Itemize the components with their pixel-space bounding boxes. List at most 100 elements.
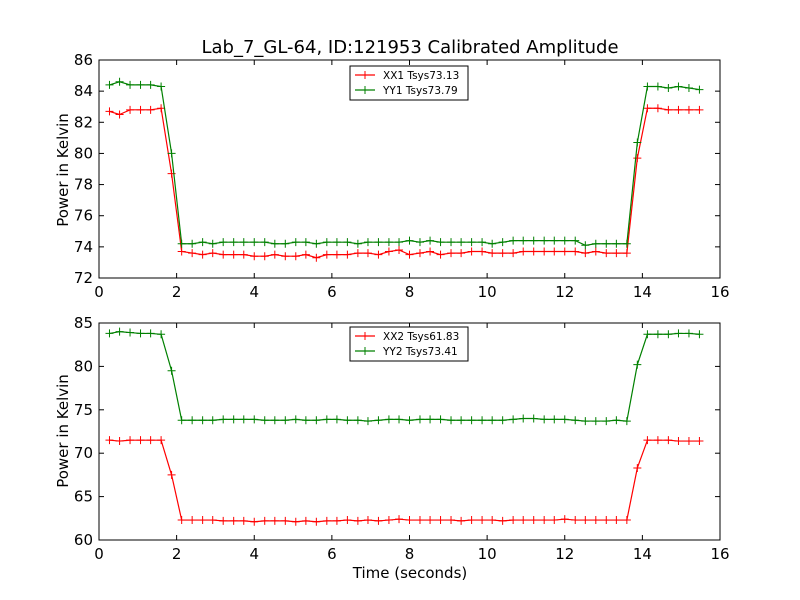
data-point bbox=[674, 437, 683, 446]
data-point bbox=[312, 253, 321, 262]
data-point bbox=[281, 516, 290, 525]
x-tick-label: 2 bbox=[172, 545, 182, 563]
data-point bbox=[353, 249, 362, 258]
data-point bbox=[571, 416, 580, 425]
data-point bbox=[219, 415, 228, 424]
data-point bbox=[498, 238, 507, 247]
legend-box bbox=[349, 326, 469, 362]
legend-marker bbox=[361, 86, 369, 94]
x-tick-label: 6 bbox=[327, 545, 337, 563]
data-point bbox=[126, 328, 135, 337]
data-point bbox=[695, 85, 704, 94]
y-tick-label: 78 bbox=[74, 176, 93, 194]
data-point bbox=[219, 238, 228, 247]
data-point bbox=[612, 416, 621, 425]
data-point bbox=[643, 82, 652, 91]
data-point bbox=[591, 239, 600, 248]
data-point bbox=[239, 238, 248, 247]
data-point bbox=[633, 360, 642, 369]
x-tick-label: 14 bbox=[633, 283, 652, 301]
data-point bbox=[664, 84, 673, 93]
data-point bbox=[643, 330, 652, 339]
data-point bbox=[374, 250, 383, 259]
data-point bbox=[571, 247, 580, 256]
data-point bbox=[529, 414, 538, 423]
data-point bbox=[198, 416, 207, 425]
x-tick-label: 16 bbox=[710, 545, 729, 563]
data-point bbox=[602, 417, 611, 426]
data-point bbox=[591, 247, 600, 256]
data-point bbox=[436, 415, 445, 424]
series-line bbox=[109, 439, 700, 523]
data-point bbox=[509, 236, 518, 245]
data-point bbox=[229, 250, 238, 259]
data-point bbox=[405, 250, 414, 259]
data-point bbox=[219, 250, 228, 259]
data-point bbox=[550, 415, 559, 424]
data-point bbox=[229, 415, 238, 424]
data-point bbox=[426, 236, 435, 245]
data-point bbox=[488, 249, 497, 258]
data-point bbox=[105, 107, 114, 116]
data-point bbox=[281, 239, 290, 248]
data-point bbox=[177, 239, 186, 248]
data-point bbox=[529, 247, 538, 256]
data-point bbox=[363, 417, 372, 426]
data-point bbox=[447, 249, 456, 258]
data-point bbox=[560, 515, 569, 524]
data-point bbox=[301, 238, 310, 247]
data-point bbox=[426, 516, 435, 525]
data-point bbox=[436, 516, 445, 525]
data-point bbox=[581, 516, 590, 525]
x-tick-label: 0 bbox=[94, 545, 104, 563]
data-point bbox=[301, 250, 310, 259]
data-point bbox=[105, 329, 114, 338]
data-point bbox=[146, 80, 155, 89]
data-point bbox=[622, 239, 631, 248]
data-point bbox=[612, 249, 621, 258]
data-point bbox=[436, 238, 445, 247]
data-point bbox=[478, 247, 487, 256]
y-tick-label: 76 bbox=[74, 207, 93, 225]
data-point bbox=[105, 436, 114, 445]
data-point bbox=[177, 416, 186, 425]
data-point bbox=[540, 415, 549, 424]
data-point bbox=[664, 105, 673, 114]
data-point bbox=[291, 252, 300, 261]
data-point bbox=[478, 416, 487, 425]
data-point bbox=[157, 82, 166, 91]
top-chart: Lab_7_GL-64, ID:121953 Calibrated Amplit… bbox=[54, 37, 730, 301]
y-tick-label: 70 bbox=[74, 444, 93, 462]
data-point bbox=[157, 104, 166, 113]
series-line bbox=[109, 81, 700, 246]
data-point bbox=[136, 80, 145, 89]
data-point bbox=[250, 252, 259, 261]
data-point bbox=[405, 416, 414, 425]
data-point bbox=[384, 247, 393, 256]
data-point bbox=[301, 416, 310, 425]
data-point bbox=[426, 415, 435, 424]
data-point bbox=[581, 417, 590, 426]
data-point bbox=[591, 417, 600, 426]
data-point bbox=[602, 239, 611, 248]
y-tick-label: 74 bbox=[74, 238, 93, 256]
data-point bbox=[405, 236, 414, 245]
data-point bbox=[208, 516, 217, 525]
data-point bbox=[363, 516, 372, 525]
data-point bbox=[136, 329, 145, 338]
y-tick-label: 82 bbox=[74, 113, 93, 131]
data-point bbox=[146, 329, 155, 338]
x-tick-label: 4 bbox=[249, 545, 259, 563]
data-point bbox=[136, 436, 145, 445]
data-point bbox=[467, 247, 476, 256]
data-point bbox=[260, 516, 269, 525]
data-point bbox=[540, 236, 549, 245]
data-point bbox=[653, 104, 662, 113]
data-point bbox=[633, 463, 642, 472]
data-point bbox=[415, 516, 424, 525]
data-point bbox=[643, 104, 652, 113]
data-point bbox=[674, 105, 683, 114]
data-point bbox=[208, 416, 217, 425]
data-point bbox=[519, 516, 528, 525]
data-point bbox=[457, 416, 466, 425]
